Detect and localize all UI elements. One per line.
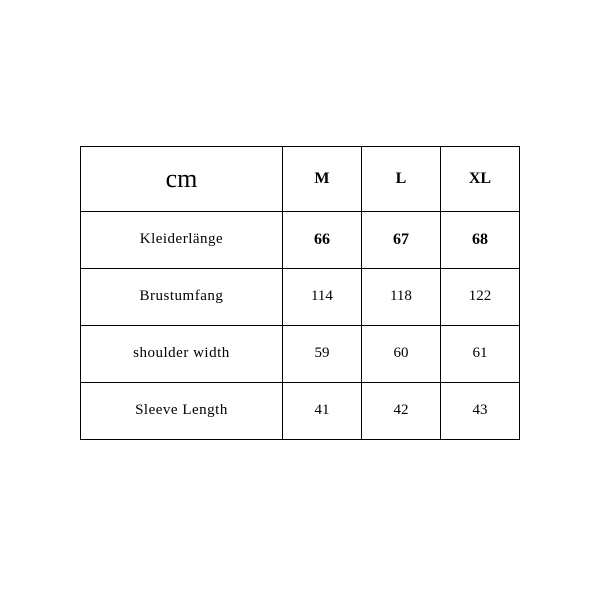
size-header-l: L [361, 146, 440, 211]
row-label: Sleeve Length [81, 382, 283, 439]
cell-value: 59 [282, 325, 361, 382]
table-row: shoulder width 59 60 61 [81, 325, 520, 382]
unit-cell: cm [81, 146, 283, 211]
size-chart: cm M L XL Kleiderlänge 66 67 68 Brustumf… [80, 146, 520, 440]
row-label: Kleiderlänge [81, 211, 283, 268]
table-row: Brustumfang 114 118 122 [81, 268, 520, 325]
cell-value: 68 [440, 211, 519, 268]
cell-value: 66 [282, 211, 361, 268]
table-header-row: cm M L XL [81, 146, 520, 211]
cell-value: 43 [440, 382, 519, 439]
cell-value: 42 [361, 382, 440, 439]
table-row: Sleeve Length 41 42 43 [81, 382, 520, 439]
cell-value: 61 [440, 325, 519, 382]
cell-value: 118 [361, 268, 440, 325]
cell-value: 122 [440, 268, 519, 325]
cell-value: 114 [282, 268, 361, 325]
size-header-xl: XL [440, 146, 519, 211]
table-row: Kleiderlänge 66 67 68 [81, 211, 520, 268]
cell-value: 60 [361, 325, 440, 382]
cell-value: 67 [361, 211, 440, 268]
cell-value: 41 [282, 382, 361, 439]
size-header-m: M [282, 146, 361, 211]
row-label: shoulder width [81, 325, 283, 382]
row-label: Brustumfang [81, 268, 283, 325]
size-table: cm M L XL Kleiderlänge 66 67 68 Brustumf… [80, 146, 520, 440]
